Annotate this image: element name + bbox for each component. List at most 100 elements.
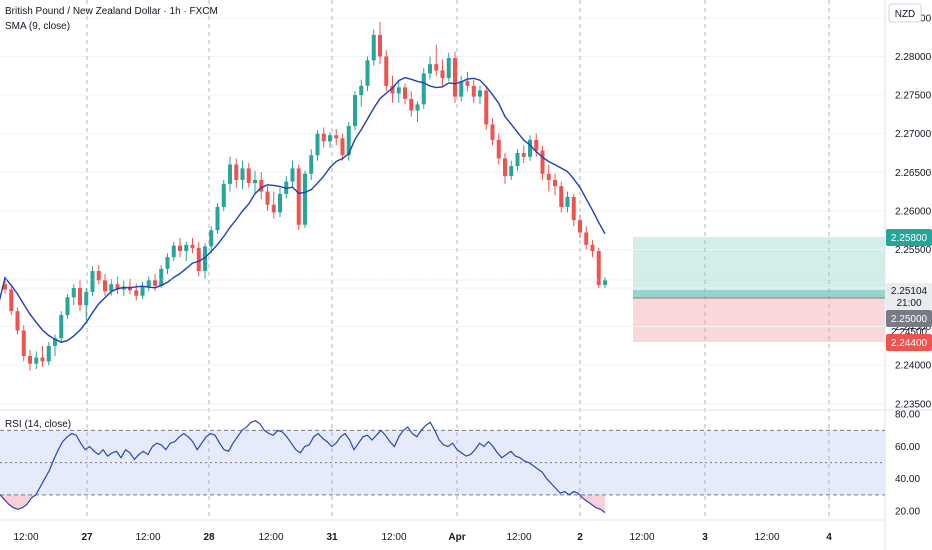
symbol-title[interactable]: British Pound / New Zealand Dollar · 1h … bbox=[5, 6, 218, 17]
candle[interactable] bbox=[421, 68, 426, 109]
candle[interactable] bbox=[409, 91, 414, 117]
sma-line[interactable] bbox=[0, 76, 606, 343]
candle[interactable] bbox=[553, 173, 557, 196]
candle[interactable] bbox=[115, 276, 120, 295]
candle[interactable] bbox=[109, 278, 114, 296]
candle[interactable] bbox=[459, 75, 464, 102]
candle[interactable] bbox=[365, 56, 370, 92]
candle[interactable] bbox=[321, 127, 326, 148]
candle[interactable] bbox=[234, 158, 239, 188]
candle[interactable] bbox=[603, 277, 607, 289]
candle[interactable] bbox=[534, 133, 539, 157]
candle[interactable] bbox=[309, 149, 314, 180]
candle[interactable] bbox=[578, 214, 582, 238]
candle[interactable] bbox=[146, 276, 151, 292]
candle[interactable] bbox=[359, 79, 364, 107]
candle[interactable] bbox=[9, 286, 14, 316]
candle[interactable] bbox=[3, 278, 7, 294]
candle[interactable] bbox=[396, 81, 401, 103]
candle[interactable] bbox=[140, 281, 145, 299]
candle[interactable] bbox=[559, 181, 564, 213]
candle[interactable] bbox=[503, 152, 507, 184]
candle[interactable] bbox=[478, 85, 482, 105]
candle[interactable] bbox=[228, 156, 232, 192]
candle[interactable] bbox=[390, 75, 395, 103]
candlestick-series[interactable] bbox=[3, 21, 607, 371]
candle[interactable] bbox=[178, 237, 182, 258]
candle[interactable] bbox=[521, 145, 526, 164]
candle[interactable] bbox=[96, 264, 101, 285]
candle[interactable] bbox=[190, 237, 195, 254]
candle[interactable] bbox=[428, 56, 432, 80]
candle[interactable] bbox=[509, 160, 514, 180]
candle[interactable] bbox=[184, 241, 189, 262]
take-profit-zone[interactable] bbox=[633, 237, 885, 298]
candle[interactable] bbox=[403, 83, 407, 105]
candle[interactable] bbox=[434, 44, 439, 76]
stop-loss-price-tag[interactable]: 2.24400 bbox=[886, 334, 932, 351]
candle[interactable] bbox=[490, 118, 495, 146]
candle[interactable] bbox=[53, 334, 57, 356]
candle[interactable] bbox=[415, 101, 420, 123]
candle[interactable] bbox=[103, 274, 107, 296]
candle[interactable] bbox=[340, 133, 345, 161]
stop-loss-zone[interactable] bbox=[633, 298, 885, 342]
candle[interactable] bbox=[471, 79, 476, 103]
candle[interactable] bbox=[278, 187, 282, 218]
candle[interactable] bbox=[203, 243, 207, 279]
candle[interactable] bbox=[584, 226, 589, 250]
candle[interactable] bbox=[171, 241, 176, 262]
candle[interactable] bbox=[259, 172, 264, 200]
candle[interactable] bbox=[334, 129, 339, 146]
rsi-legend[interactable]: RSI (14, close) bbox=[5, 419, 71, 430]
candle[interactable] bbox=[40, 345, 45, 367]
candle[interactable] bbox=[528, 135, 532, 161]
candle[interactable] bbox=[296, 164, 301, 231]
candle[interactable] bbox=[34, 351, 39, 370]
candle[interactable] bbox=[46, 342, 51, 366]
candle[interactable] bbox=[215, 203, 220, 235]
candle[interactable] bbox=[353, 91, 357, 130]
candle[interactable] bbox=[221, 179, 226, 211]
candle[interactable] bbox=[496, 133, 501, 165]
candle[interactable] bbox=[540, 146, 545, 180]
candle[interactable] bbox=[165, 253, 170, 275]
candle[interactable] bbox=[159, 264, 164, 289]
candle[interactable] bbox=[515, 149, 520, 171]
candle[interactable] bbox=[315, 129, 320, 161]
candle[interactable] bbox=[265, 186, 270, 211]
candle[interactable] bbox=[546, 164, 551, 192]
candle[interactable] bbox=[271, 191, 276, 219]
candle[interactable] bbox=[21, 325, 26, 362]
candle[interactable] bbox=[28, 349, 32, 371]
take-profit-price-tag[interactable]: 2.25800 bbox=[886, 229, 932, 246]
candle[interactable] bbox=[246, 163, 251, 188]
candle[interactable] bbox=[196, 241, 201, 277]
candle[interactable] bbox=[253, 170, 257, 194]
candle[interactable] bbox=[209, 226, 214, 254]
candle[interactable] bbox=[440, 59, 445, 88]
candle[interactable] bbox=[15, 307, 20, 335]
candle[interactable] bbox=[59, 311, 64, 343]
candle[interactable] bbox=[371, 29, 376, 66]
candle[interactable] bbox=[565, 191, 570, 213]
candle[interactable] bbox=[303, 170, 307, 228]
entry-price-tag[interactable]: 2.25000 bbox=[886, 310, 932, 327]
currency-button[interactable]: NZD bbox=[888, 3, 922, 23]
candle[interactable] bbox=[84, 288, 89, 321]
candle[interactable] bbox=[446, 52, 451, 82]
candle[interactable] bbox=[290, 160, 295, 188]
candle[interactable] bbox=[453, 51, 457, 103]
candle[interactable] bbox=[378, 21, 382, 65]
sma-legend[interactable]: SMA (9, close) bbox=[5, 21, 70, 32]
candle[interactable] bbox=[384, 50, 389, 92]
candle[interactable] bbox=[590, 240, 595, 258]
candle[interactable] bbox=[90, 266, 95, 296]
candle[interactable] bbox=[465, 71, 470, 92]
candle[interactable] bbox=[78, 280, 82, 312]
candle[interactable] bbox=[571, 193, 576, 227]
rsi-line[interactable] bbox=[0, 420, 606, 514]
candle[interactable] bbox=[71, 284, 76, 306]
candle[interactable] bbox=[240, 160, 245, 190]
